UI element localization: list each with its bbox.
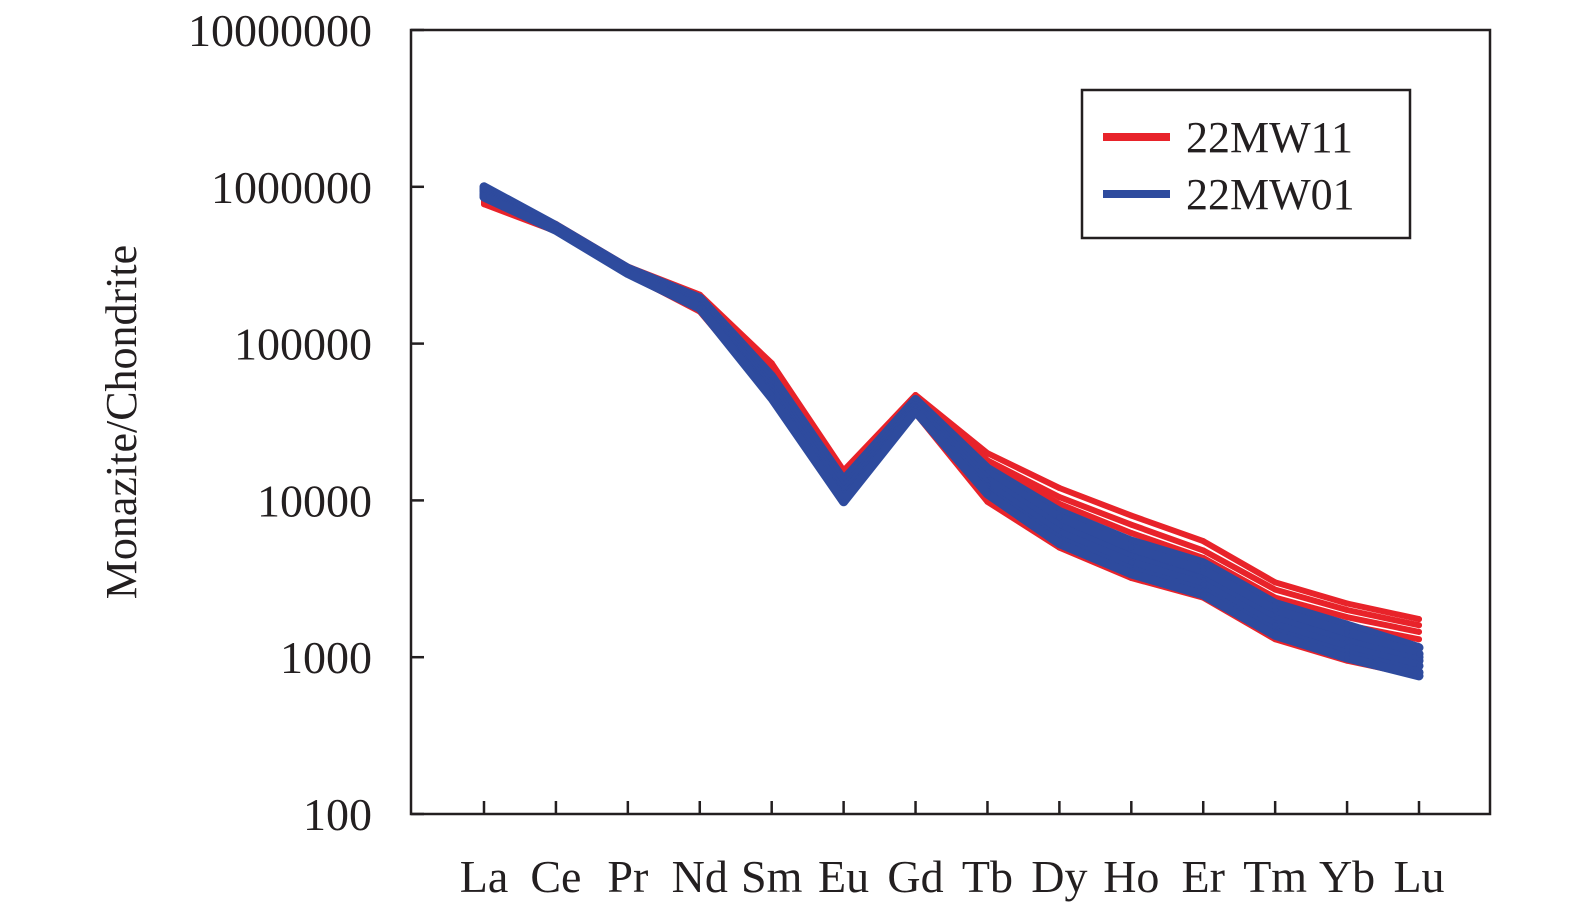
data-point-22MW01-Nd (696, 305, 703, 312)
series-line-22MW11-1 (481, 191, 1422, 623)
data-point-22MW01-Dy (1056, 514, 1063, 521)
data-point-22MW11-Lu (1416, 616, 1422, 623)
legend-label-22MW01: 22MW01 (1186, 170, 1355, 219)
series-line-22MW11-2 (481, 193, 1422, 629)
x-tick-label-Ce: Ce (530, 851, 581, 902)
y-tick-label: 1000 (280, 632, 372, 683)
legend-label-22MW11: 22MW11 (1186, 113, 1353, 162)
y-tick-label: 10000 (257, 475, 372, 526)
legend: 22MW11 22MW01 (1080, 88, 1412, 240)
x-tick-label-Gd: Gd (887, 851, 943, 902)
data-point-22MW01-Eu (840, 498, 847, 505)
data-point-22MW11-Lu (1416, 622, 1422, 629)
data-point-22MW11-Yb (1344, 600, 1351, 607)
x-tick-label-La: La (460, 851, 509, 902)
data-point-22MW01-Tb (984, 490, 991, 497)
data-point-22MW01-Tm (1272, 632, 1279, 639)
data-point-22MW01-Lu (1416, 650, 1422, 657)
data-point-22MW11-Er (1200, 538, 1207, 545)
data-point-22MW01-Pr (624, 270, 631, 277)
data-point-22MW01-Er (1200, 567, 1207, 573)
y-tick-label: 1000000 (211, 162, 372, 213)
data-point-22MW11-Yb (1344, 607, 1351, 613)
x-tick-label-Dy: Dy (1031, 851, 1087, 902)
data-point-22MW01-Er (1200, 591, 1207, 598)
data-point-22MW01-Lu (1416, 672, 1422, 679)
data-point-22MW01-Yb (1344, 622, 1351, 629)
data-point-22MW01-Dy (1056, 540, 1063, 547)
data-point-22MW11-Ho (1128, 512, 1135, 519)
data-point-22MW01-Ho (1128, 559, 1135, 566)
legend-box (1080, 88, 1412, 240)
data-point-22MW01-Ce (552, 227, 559, 234)
data-point-22MW01-La (481, 194, 487, 201)
data-point-22MW11-Dy (1056, 494, 1063, 501)
data-point-22MW11-Lu (1416, 636, 1422, 643)
y-tick-label: 100000 (234, 319, 372, 370)
data-point-22MW01-Yb (1344, 654, 1351, 661)
x-tick-label-Pr: Pr (607, 851, 648, 902)
y-axis: 100 1000 10000 100000 1000000 10000000 (188, 5, 424, 840)
data-point-22MW11-Lu (1416, 628, 1422, 635)
data-point-22MW01-Sm (768, 395, 775, 401)
series-layer (479, 182, 1424, 681)
data-point-22MW01-Er (1200, 559, 1207, 566)
x-axis: La Ce Pr Nd Sm Eu Gd Tb Dy Ho Er Tm Yb Lu (460, 801, 1445, 902)
x-tick-label-Lu: Lu (1393, 851, 1444, 902)
x-tick-label-Sm: Sm (741, 851, 803, 902)
plot-area-frame (409, 28, 1492, 816)
data-point-22MW01-Tm (1272, 607, 1279, 613)
data-point-22MW11-Ho (1128, 530, 1135, 536)
data-point-22MW11-Yb (1344, 614, 1351, 621)
x-tick-label-Nd: Nd (672, 851, 728, 902)
y-axis-title: Monazite/Chondrite (97, 245, 146, 599)
x-tick-label-Tb: Tb (962, 851, 1013, 902)
data-point-22MW11-Ho (1128, 521, 1135, 528)
data-point-22MW01-Yb (1344, 628, 1351, 635)
x-tick-label-Ho: Ho (1103, 851, 1159, 902)
data-point-22MW01-Ho (1128, 570, 1135, 577)
series-line-22MW01-14 (479, 192, 1424, 681)
data-point-22MW11-Er (1200, 547, 1207, 554)
data-point-22MW11-Tb (984, 450, 991, 457)
x-tick-label-Eu: Eu (818, 851, 869, 902)
data-point-22MW01-Ho (1128, 544, 1135, 551)
y-tick-label: 10000000 (188, 5, 372, 56)
data-point-22MW01-Gd (912, 408, 919, 415)
x-tick-label-Yb: Yb (1319, 851, 1375, 902)
series-line-22MW01-9 (479, 182, 1424, 653)
data-point-22MW11-Tm (1272, 586, 1279, 593)
x-tick-label-Tm: Tm (1243, 851, 1307, 902)
data-point-22MW11-Dy (1056, 485, 1063, 491)
data-point-22MW11-Tm (1272, 579, 1279, 586)
y-tick-label: 100 (303, 789, 372, 840)
x-tick-label-Er: Er (1182, 851, 1225, 902)
